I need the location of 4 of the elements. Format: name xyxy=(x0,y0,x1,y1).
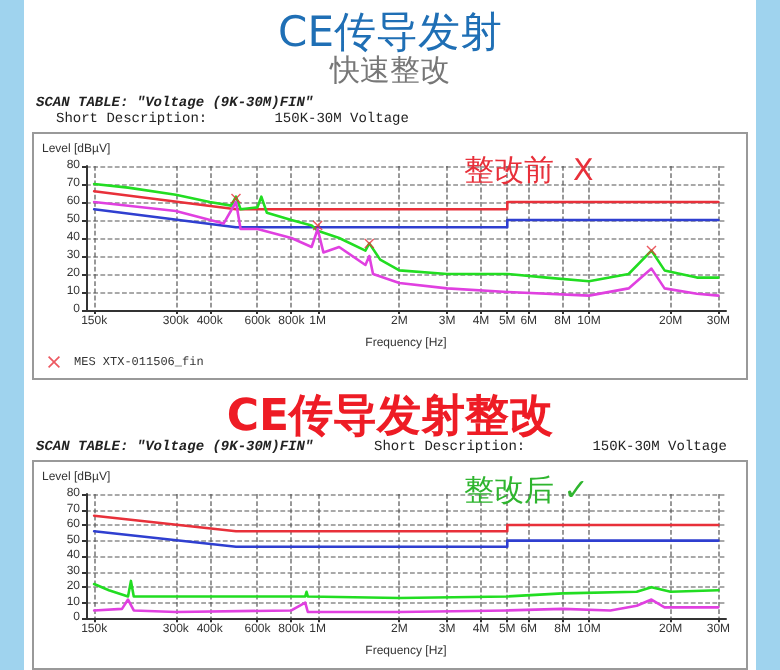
annotation: 整改前 X xyxy=(464,152,594,190)
chart-title: CE传导发射 xyxy=(276,6,504,56)
chart-subtitle: 快速整改 xyxy=(327,52,452,90)
annotation: 整改后 ✓ xyxy=(464,472,589,510)
